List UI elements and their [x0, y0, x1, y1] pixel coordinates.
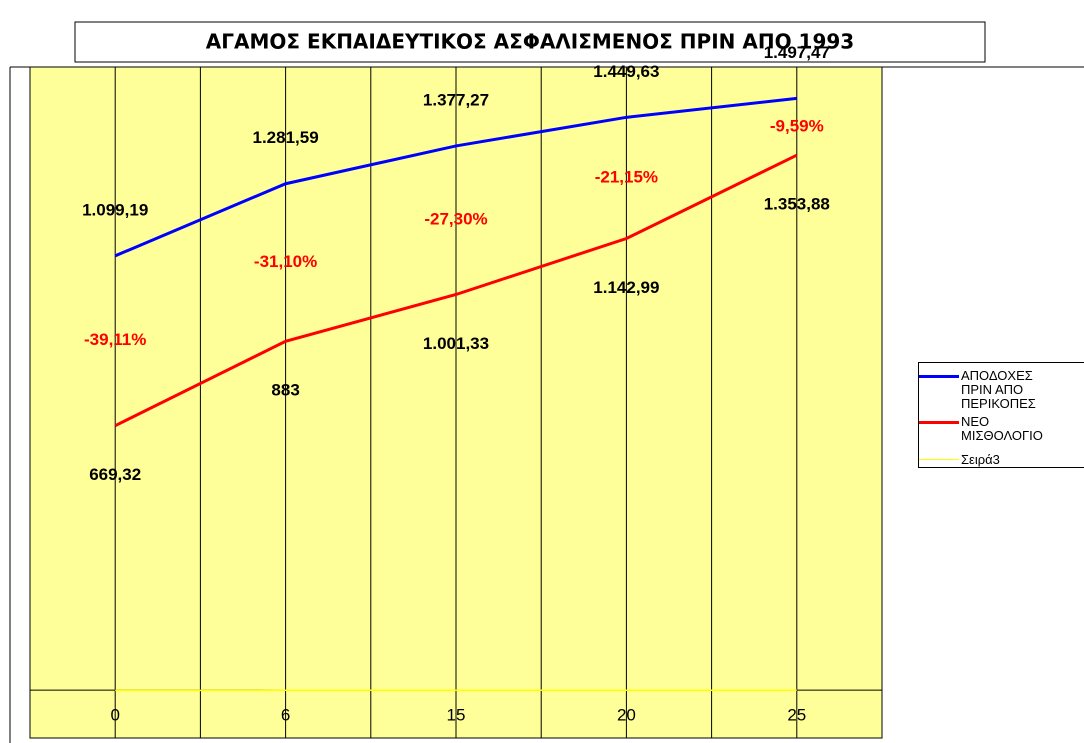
data-label: 883: [271, 381, 299, 400]
data-label: 1.001,33: [423, 334, 489, 353]
data-label: 1.497,47: [764, 43, 830, 62]
series-line: [114, 153, 798, 428]
chart-title: ΑΓΑΜΟΣ ΕΚΠΑΙΔΕΥΤΙΚΟΣ ΑΣΦΑΛΙΣΜΕΝΟΣ ΠΡΙΝ Α…: [206, 30, 854, 54]
data-label: -21,15%: [595, 167, 658, 186]
data-label: 1.099,19: [82, 200, 148, 219]
data-label: 1.281,59: [253, 128, 319, 147]
legend-entry: Σειρά3: [919, 453, 1084, 467]
x-tick-label: 6: [281, 706, 290, 725]
legend-swatch: [919, 375, 959, 378]
data-label: 1.142,99: [593, 278, 659, 297]
legend-swatch: [919, 459, 959, 460]
legend-entry: ΑΠΟΔΟΧΕΣ ΠΡΙΝ ΑΠΟ ΠΕΡΙΚΟΠΕΣ: [919, 369, 1084, 411]
legend-swatch: [919, 421, 959, 424]
legend-label: Σειρά3: [961, 452, 1000, 467]
data-label: 669,32: [89, 465, 141, 484]
x-tick-label: 25: [787, 706, 806, 725]
data-label: -27,30%: [424, 210, 487, 229]
data-label: -9,59%: [770, 116, 824, 135]
series-line: [114, 96, 797, 258]
x-tick-label: 15: [447, 706, 466, 725]
legend-entry: ΝΕΟ ΜΙΣΘΟΛΟΓΙΟ: [919, 415, 1084, 443]
title-box: [74, 21, 986, 63]
data-label: -31,10%: [254, 252, 317, 271]
x-tick-label: 20: [617, 706, 636, 725]
legend-label: ΑΠΟΔΟΧΕΣ ΠΡΙΝ ΑΠΟ ΠΕΡΙΚΟΠΕΣ: [961, 368, 1036, 411]
data-label: -39,11%: [84, 330, 146, 349]
x-tick-label: 0: [110, 706, 119, 725]
data-label: 1.353,88: [764, 195, 830, 214]
data-label: 1.377,27: [423, 90, 489, 109]
data-label: 1.449,63: [593, 62, 659, 81]
legend-label: ΝΕΟ ΜΙΣΘΟΛΟΓΙΟ: [961, 414, 1043, 443]
legend: ΑΠΟΔΟΧΕΣ ΠΡΙΝ ΑΠΟ ΠΕΡΙΚΟΠΕΣ ΝΕΟ ΜΙΣΘΟΛΟΓΙ…: [918, 362, 1084, 468]
